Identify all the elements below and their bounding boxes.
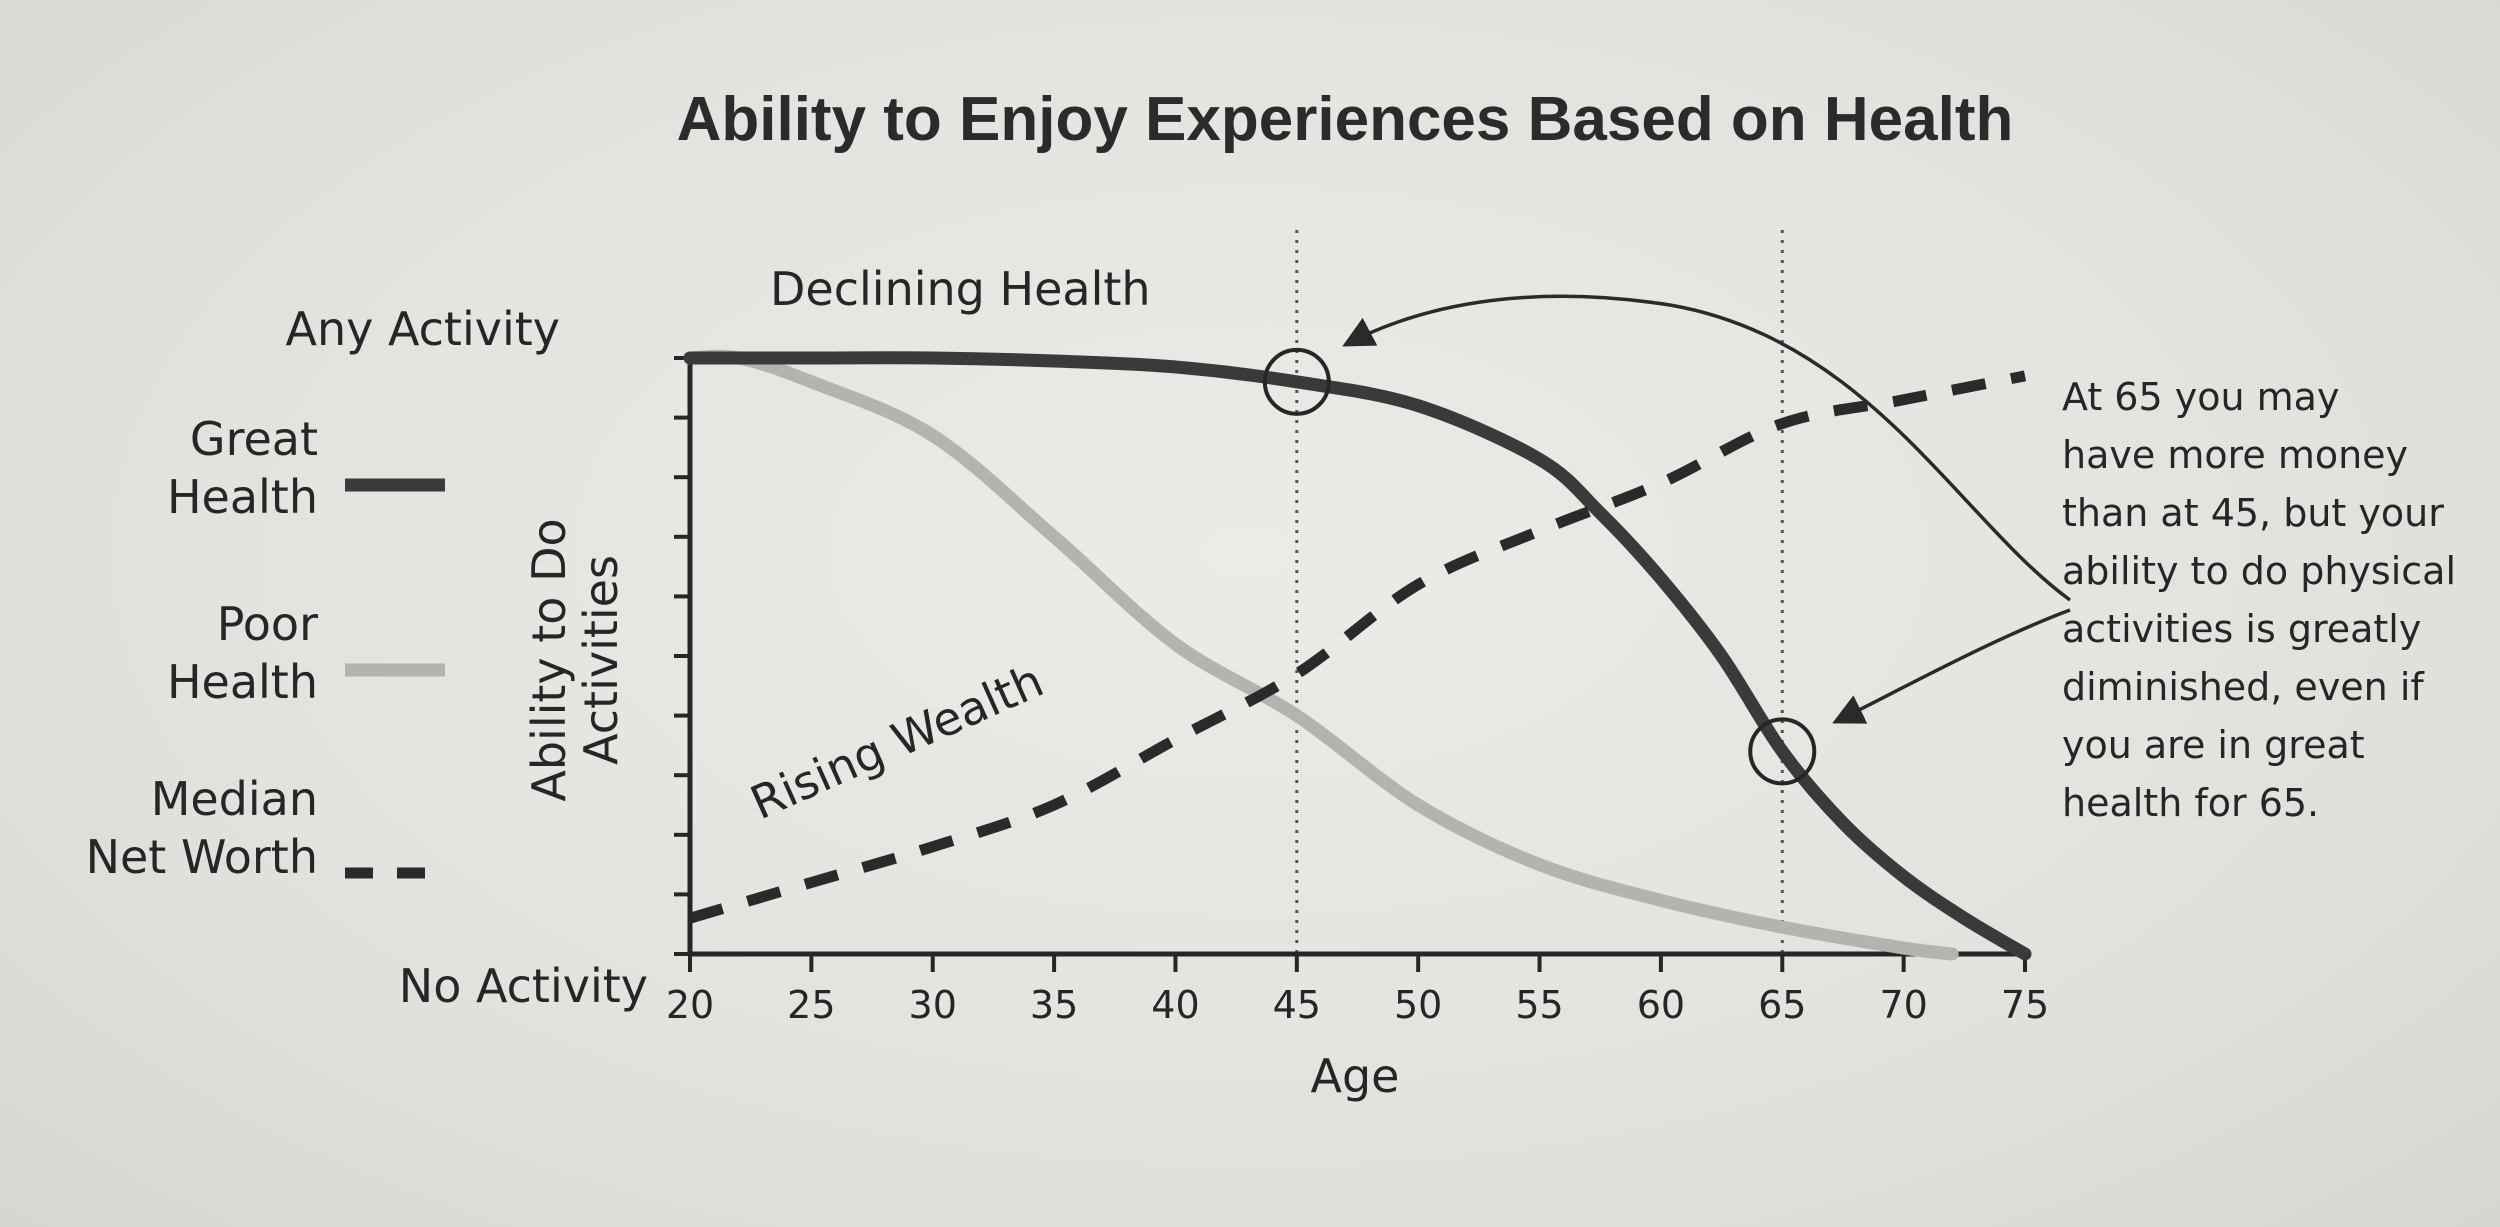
chart-title: Ability to Enjoy Experiences Based on He… [677,85,2014,154]
series-line-great-health [683,351,2032,961]
declining-health-annotation: Declining Health [770,262,1151,316]
x-tick-label: 35 [1030,983,1078,1027]
series-line-poor-health [683,349,1959,961]
arrow-to-45 [1342,294,2072,602]
highlight-circles [1262,347,1817,786]
highlight-circle-age-65 [1748,717,1817,786]
y-bottom-label: No Activity [399,959,648,1013]
series-line-median-net-worth [688,370,2027,924]
reference-lines [1295,230,1784,954]
x-tick-label: 40 [1151,983,1199,1027]
annotation-note: At 65 you may have more money than at 45, … [2062,375,2456,825]
x-tick-label: 60 [1637,983,1685,1027]
note-line: than at 45, but your [2062,491,2444,535]
x-tick-label: 75 [2001,983,2049,1027]
y-axis-label-line: Activities [574,555,628,765]
note-line: ability to do physical [2062,549,2456,593]
y-axis-label-line: Ability to Do [522,518,576,801]
note-line: At 65 you may [2062,375,2339,419]
x-tick-label: 25 [787,983,835,1027]
note-line: have more money [2062,433,2408,477]
x-tick-label: 30 [909,983,957,1027]
x-ticks: 20 25 30 35 40 45 50 55 60 65 70 75 [666,954,2049,1027]
legend-label: Median [151,772,318,826]
y-axis-label: Ability to DoActivities [522,518,628,801]
legend-label: Health [167,655,318,709]
legend-label: Poor [217,597,318,651]
highlight-circle-age-45 [1262,347,1331,416]
x-tick-label: 70 [1879,983,1927,1027]
rising-wealth-annotation: Rising Wealth [743,653,1052,830]
x-tick-label: 55 [1515,983,1563,1027]
note-line: you are in great [2062,723,2365,767]
legend-label: Net Worth [86,830,318,884]
note-line: health for 65. [2062,781,2319,825]
x-tick-label: 20 [666,983,714,1027]
x-tick-label: 45 [1273,983,1321,1027]
x-axis-label: Age [1311,1049,1400,1103]
arrow-to-65 [1832,608,2071,724]
y-ticks [674,356,690,956]
note-line: diminished, even if [2062,665,2425,709]
x-tick-label: 50 [1394,983,1442,1027]
note-line: activities is greatly [2062,607,2421,651]
x-tick-label: 65 [1758,983,1806,1027]
legend-label: Health [167,470,318,524]
y-axis-label-group: Ability to DoActivities [522,518,628,801]
series-layer [683,349,2032,961]
legend-label: Great [190,412,318,466]
y-top-label: Any Activity [286,302,561,356]
